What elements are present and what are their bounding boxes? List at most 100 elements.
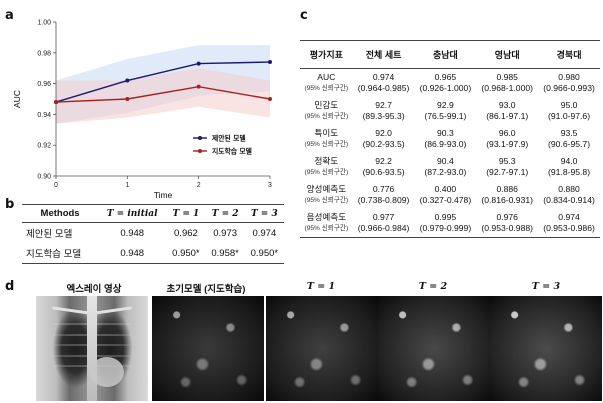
x-tick-label: 1 [125,182,129,189]
data-point [268,97,272,101]
header-metric: 평가지표 [300,40,353,69]
cell-value: 92.7 [375,100,392,110]
legend-marker [198,136,202,140]
data-point [125,78,130,83]
t3-header: T = 3 [531,281,561,292]
table-cell: 92.7 (89.3-95.3) [353,97,415,125]
cell-ci: (87.2-93.0) [424,167,467,177]
initial-model-header: 초기모델 (지도학습) [166,284,246,295]
cell-value: 0.977 [372,212,395,222]
ci-note: (95% 신뢰구간) [304,85,349,92]
cell-ci: (0.966-0.984) [357,223,410,233]
cell-value: 94.0 [560,156,578,166]
y-tick-label: 1.00 [37,20,51,27]
cell-value: 90.3 [437,128,454,138]
heatmap-t3 [490,296,602,401]
metric-name: 음성예측도 (95% 신뢰구간) [300,209,353,238]
table-cell: 94.0 (91.8-95.8) [538,153,600,181]
series-line-0 [55,61,271,103]
auc-over-time-table: Methods T = initial T = 1 T = 2 T = 3 제안… [22,204,284,264]
cell-value: 92.2 [375,156,392,166]
cell-ci: (0.966-0.993) [543,83,595,93]
heart-shadow [89,356,124,387]
heatmap-initial-model [152,296,264,401]
panel-label-c: c [300,8,308,23]
cell-ci: (0.816-0.931) [481,195,534,205]
xray-header: 엑스레이 영상 [66,284,122,295]
table-cell: 95.3 (92.7-97.1) [476,153,538,181]
cell-ci: (0.738-0.809) [357,195,410,205]
heatmap-t2 [378,296,490,401]
y-tick-label: 0.92 [37,143,51,150]
cell-ci: (0.964-0.985) [357,83,410,93]
table-cell: 0.776 (0.738-0.809) [353,181,415,209]
metric-label: 양성예측도 [306,184,347,194]
cell-value: 95.3 [498,156,516,166]
table-cell: 96.0 (93.1-97.9) [476,125,538,153]
metric-name: 양성예측도 (95% 신뢰구간) [300,181,353,209]
table-cell: 0.948 [120,227,145,239]
legend-marker [198,149,202,153]
table-row: 특이도 (95% 신뢰구간) 92.0 (90.2-93.5) 90.3 (86.9-93… [300,125,600,153]
header-t-1: T = 1 [166,204,206,223]
cell-ci: (0.979-0.999) [419,223,472,233]
cell-value: 0.980 [558,72,580,82]
data-point [196,84,201,89]
table-cell: 90.3 (86.9-93.0) [415,125,477,153]
data-point [268,60,272,65]
table-cell: 0.985 (0.968-1.000) [476,69,538,98]
table-cell: 93.5 (90.6-95.7) [538,125,600,153]
panel-label-b: b [5,197,15,212]
cell-value: 0.886 [496,184,518,194]
table-cell: 0.973 [213,227,238,239]
header-yeungnam: 영남대 [476,40,539,69]
cell-ci: (0.953-0.988) [481,223,534,233]
ci-note: (95% 신뢰구간) [304,197,349,204]
cell-value: 0.976 [496,212,518,222]
spine [87,296,97,401]
cell-value: 0.776 [372,184,395,194]
cell-value: 92.0 [375,128,392,138]
metric-name: AUC (95% 신뢰구간) [300,69,353,98]
table-cell: 0.950* [244,243,284,264]
x-tick-label: 0 [54,182,58,189]
x-tick-label: 3 [268,182,272,189]
table-row: 음성예측도 (95% 신뢰구간) 0.977 (0.966-0.984) 0.995 (0… [300,209,600,238]
header-t-initial: T = initial [98,204,167,223]
cell-ci: (91.0-97.6) [548,111,591,121]
table-cell: 0.948 [98,243,167,264]
cell-value: 93.5 [560,128,578,138]
header-overall: 전체 세트 [352,40,415,69]
table-row: 민감도 (95% 신뢰구간) 92.7 (89.3-95.3) 92.9 (76.5-99… [300,97,600,125]
table-cell: 0.400 (0.327-0.478) [415,181,477,209]
table-header-row: 평가지표 전체 세트 충남대 영남대 경북대 [300,40,600,69]
cell-ci: (91.8-95.8) [548,167,591,177]
y-tick-label: 0.94 [37,112,51,119]
table-cell: 0.880 (0.834-0.914) [538,181,600,209]
y-tick-label: 0.96 [37,81,51,88]
table-row: 양성예측도 (95% 신뢰구간) 0.776 (0.738-0.809) 0.400 (0… [300,181,600,209]
row-name: 지도학습 모델 [22,243,99,264]
ci-note: (95% 신뢰구간) [304,169,349,176]
table-row: AUC (95% 신뢰구간) 0.974 (0.964-0.985) 0.965 (0.9… [300,69,600,98]
series-line-1 [55,85,271,103]
cell-ci: (90.6-95.7) [548,139,591,149]
header-methods: Methods [22,204,99,223]
cell-value: 0.974 [372,72,395,82]
metric-label: 특이도 [314,128,339,138]
cell-ci: (0.953-0.986) [543,223,595,233]
cell-value: 0.974 [558,212,580,222]
table-cell: 92.0 (90.2-93.5) [353,125,415,153]
legend-label: 제안된 모델 [212,134,246,143]
metric-label: 민감도 [314,100,339,110]
header-kyungpook: 경북대 [538,40,600,69]
cell-value: 0.995 [434,212,457,222]
data-point [125,97,130,101]
cell-ci: (76.5-99.1) [424,111,467,121]
x-axis-label: Time [154,190,173,200]
cell-value: 0.965 [434,72,457,82]
table-cell: 0.995 (0.979-0.999) [414,209,477,238]
table-cell: 92.2 (90.6-93.5) [353,153,415,181]
legend-label: 지도학습 모델 [212,147,252,156]
cell-ci: (92.7-97.1) [486,167,529,177]
